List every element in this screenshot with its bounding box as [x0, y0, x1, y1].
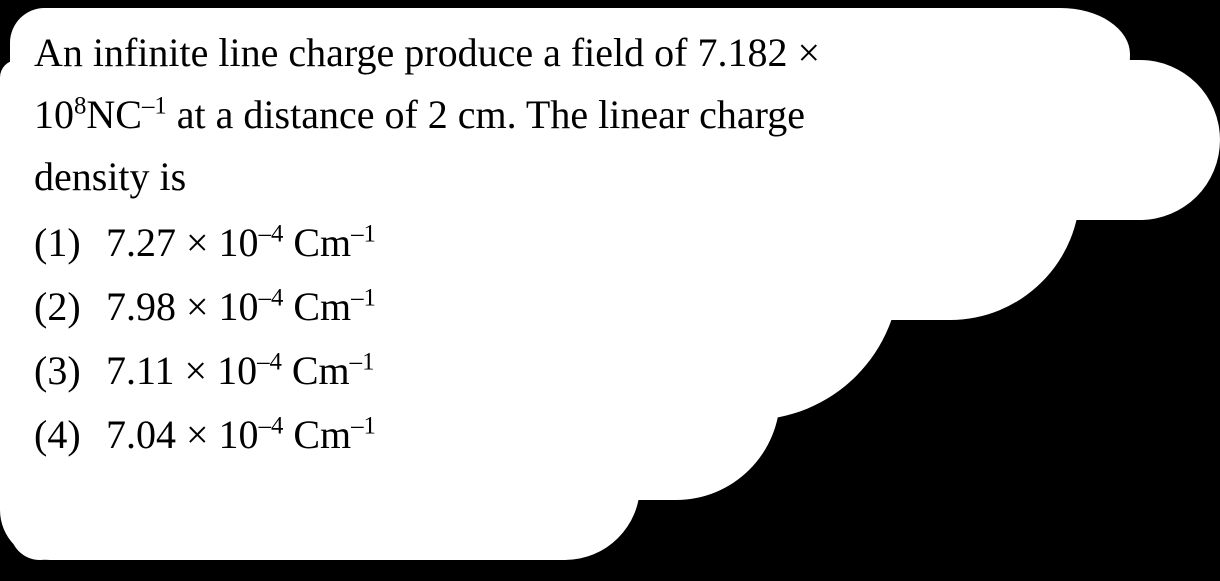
option-number: (3) — [34, 340, 106, 402]
question-line2-rest: at a distance of 2 cm. The linear charge — [167, 92, 805, 137]
question-line3: density is — [34, 154, 186, 199]
question-text: An infinite line charge produce a field … — [34, 22, 1094, 208]
question-line2-mid: NC — [86, 92, 142, 137]
option-2: (2) 7.98 × 10–4 Cm–1 — [34, 276, 1094, 338]
question-block: An infinite line charge produce a field … — [34, 22, 1094, 468]
option-exp: –4 — [257, 349, 282, 376]
option-exp: –4 — [259, 221, 284, 248]
option-number: (1) — [34, 212, 106, 274]
option-unit-exp: –1 — [350, 349, 375, 376]
option-value: 7.11 × 10–4 Cm–1 — [106, 340, 374, 402]
option-number: (4) — [34, 404, 106, 466]
option-unit-exp: –1 — [351, 221, 376, 248]
option-unit: Cm — [283, 284, 351, 329]
option-unit: Cm — [283, 412, 351, 457]
question-line2-sup1: 8 — [74, 93, 86, 120]
option-number: (2) — [34, 276, 106, 338]
option-3: (3) 7.11 × 10–4 Cm–1 — [34, 340, 1094, 402]
option-exp: –4 — [259, 285, 284, 312]
question-line1: An infinite line charge produce a field … — [34, 30, 820, 75]
option-coef: 7.98 × 10 — [106, 284, 259, 329]
question-line2-sup2: –1 — [142, 93, 167, 120]
option-unit-exp: –1 — [351, 285, 376, 312]
option-value: 7.04 × 10–4 Cm–1 — [106, 404, 376, 466]
option-coef: 7.11 × 10 — [106, 348, 257, 393]
option-value: 7.27 × 10–4 Cm–1 — [106, 212, 376, 274]
option-unit-exp: –1 — [351, 413, 376, 440]
option-value: 7.98 × 10–4 Cm–1 — [106, 276, 376, 338]
option-unit: Cm — [283, 220, 351, 265]
option-1: (1) 7.27 × 10–4 Cm–1 — [34, 212, 1094, 274]
option-unit: Cm — [282, 348, 350, 393]
option-4: (4) 7.04 × 10–4 Cm–1 — [34, 404, 1094, 466]
option-exp: –4 — [259, 413, 284, 440]
option-coef: 7.04 × 10 — [106, 412, 259, 457]
option-coef: 7.27 × 10 — [106, 220, 259, 265]
question-line2-prefix: 10 — [34, 92, 74, 137]
options-list: (1) 7.27 × 10–4 Cm–1 (2) 7.98 × 10–4 Cm–… — [34, 212, 1094, 466]
